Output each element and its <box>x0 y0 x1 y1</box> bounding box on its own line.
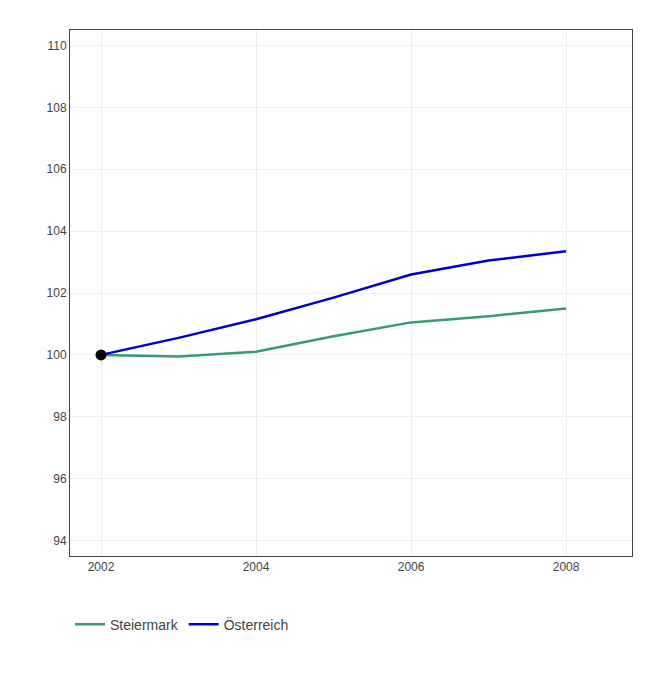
svg-text:2008: 2008 <box>553 560 580 574</box>
svg-text:2004: 2004 <box>243 560 270 574</box>
svg-text:Österreich: Österreich <box>224 616 289 633</box>
svg-text:98: 98 <box>53 410 67 424</box>
svg-text:2006: 2006 <box>398 560 425 574</box>
svg-text:106: 106 <box>47 162 67 176</box>
svg-text:110: 110 <box>47 39 66 53</box>
svg-text:102: 102 <box>47 286 67 300</box>
svg-text:94: 94 <box>53 534 67 548</box>
svg-text:Steiermark: Steiermark <box>110 617 179 633</box>
svg-text:108: 108 <box>47 101 67 115</box>
svg-text:2002: 2002 <box>88 560 115 574</box>
svg-text:96: 96 <box>53 472 67 486</box>
svg-text:104: 104 <box>47 224 67 238</box>
svg-text:100: 100 <box>47 348 67 362</box>
